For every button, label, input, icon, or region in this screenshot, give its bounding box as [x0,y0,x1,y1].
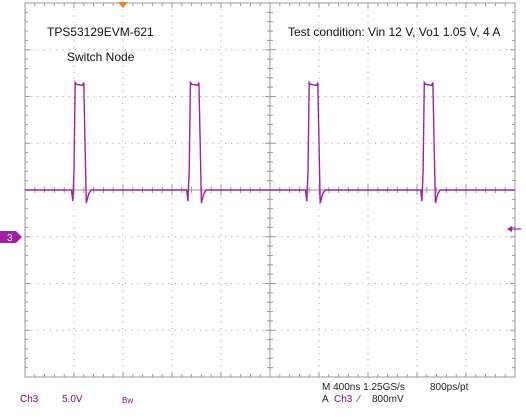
status-bandwidth: Bw [122,396,133,405]
status-trigger-prefix: A [322,394,329,405]
trigger-position-marker [118,2,128,8]
status-bar: Ch3 5.0V Bw M 400ns 1.25GS/s 800ps/pt A … [20,382,469,405]
chart-subtitle: Switch Node [67,50,135,64]
status-record: 800ps/pt [430,382,469,393]
status-trigger-channel: Ch3 [334,394,353,405]
channel-3-marker-label: 3 [7,233,13,244]
chart-title: TPS53129EVM-621 [47,25,154,39]
channel-3-marker: 3 [0,231,22,244]
status-volts-per-div: 5.0V [62,394,83,405]
test-condition-annotation: Test condition: Vin 12 V, Vo1 1.05 V, 4 … [288,25,500,39]
status-channel: Ch3 [20,394,39,405]
status-trigger-slope: ∕ [355,394,361,405]
series-ch3-trace [25,80,515,204]
status-trigger-level: 800mV [372,394,404,405]
status-timebase: M 400ns 1.25GS/s [322,382,405,393]
trigger-level-arrow [507,226,512,232]
